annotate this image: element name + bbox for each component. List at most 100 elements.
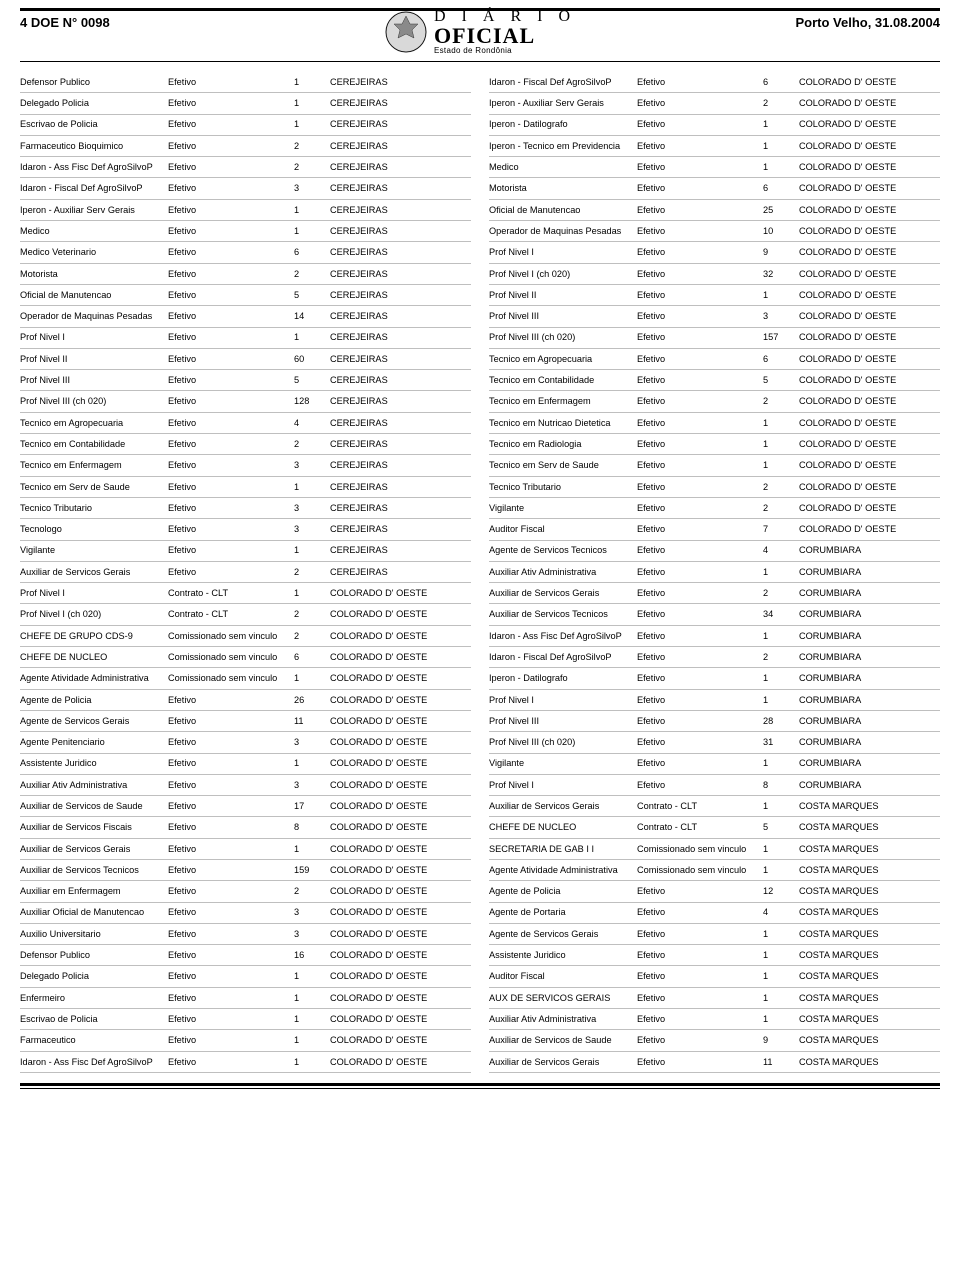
cell-cargo: Tecnico em Agropecuaria	[20, 418, 168, 430]
table-row: Agente de PoliciaEfetivo26COLORADO D' OE…	[20, 690, 471, 711]
cell-localidade: CORUMBIARA	[799, 737, 940, 749]
cell-vinculo: Efetivo	[168, 716, 294, 728]
cell-vinculo: Efetivo	[168, 482, 294, 494]
cell-cargo: Prof Nivel III (ch 020)	[489, 737, 637, 749]
cell-localidade: CEREJEIRAS	[330, 77, 471, 89]
cell-vinculo: Efetivo	[637, 524, 763, 536]
cell-vinculo: Efetivo	[637, 482, 763, 494]
table-row: EnfermeiroEfetivo1COLORADO D' OESTE	[20, 988, 471, 1009]
table-row: Agente de PortariaEfetivo4COSTA MARQUES	[489, 903, 940, 924]
cell-quantidade: 1	[294, 119, 330, 131]
table-row: Tecnico em AgropecuariaEfetivo4CEREJEIRA…	[20, 413, 471, 434]
cell-quantidade: 1	[763, 865, 799, 877]
table-row: Iperon - Tecnico em PrevidenciaEfetivo1C…	[489, 136, 940, 157]
table-row: Tecnico TributarioEfetivo2COLORADO D' OE…	[489, 477, 940, 498]
cell-localidade: COLORADO D' OESTE	[799, 311, 940, 323]
cell-vinculo: Efetivo	[637, 1057, 763, 1069]
cell-localidade: COLORADO D' OESTE	[799, 226, 940, 238]
cell-localidade: COLORADO D' OESTE	[799, 396, 940, 408]
cell-vinculo: Efetivo	[168, 183, 294, 195]
cell-cargo: Prof Nivel III (ch 020)	[489, 332, 637, 344]
table-row: Prof Nivel IIEfetivo1COLORADO D' OESTE	[489, 285, 940, 306]
cell-cargo: Farmaceutico	[20, 1035, 168, 1047]
cell-cargo: Agente de Servicos Gerais	[20, 716, 168, 728]
cell-localidade: COLORADO D' OESTE	[799, 332, 940, 344]
table-row: VigilanteEfetivo1CORUMBIARA	[489, 754, 940, 775]
table-row: Auxiliar de Servicos GeraisEfetivo2CORUM…	[489, 583, 940, 604]
cell-quantidade: 3	[294, 737, 330, 749]
cell-quantidade: 1	[763, 844, 799, 856]
table-row: Tecnico em Serv de SaudeEfetivo1COLORADO…	[489, 455, 940, 476]
table-row: Prof Nivel IIIEfetivo3COLORADO D' OESTE	[489, 306, 940, 327]
cell-localidade: COSTA MARQUES	[799, 844, 940, 856]
cell-quantidade: 9	[763, 1035, 799, 1047]
cell-cargo: CHEFE DE NUCLEO	[20, 652, 168, 664]
table-row: CHEFE DE NUCLEOComissionado sem vinculo6…	[20, 647, 471, 668]
cell-vinculo: Efetivo	[637, 119, 763, 131]
cell-quantidade: 12	[763, 886, 799, 898]
cell-vinculo: Efetivo	[637, 162, 763, 174]
table-row: Assistente JuridicoEfetivo1COSTA MARQUES	[489, 945, 940, 966]
cell-vinculo: Efetivo	[637, 886, 763, 898]
cell-localidade: COSTA MARQUES	[799, 1035, 940, 1047]
cell-cargo: Escrivao de Policia	[20, 1014, 168, 1026]
cell-quantidade: 128	[294, 396, 330, 408]
cell-localidade: CORUMBIARA	[799, 758, 940, 770]
cell-quantidade: 1	[294, 226, 330, 238]
cell-localidade: CEREJEIRAS	[330, 205, 471, 217]
masthead-subtitle: Estado de Rondônia	[434, 47, 576, 55]
masthead-line2: OFICIAL	[434, 25, 576, 47]
cell-localidade: CEREJEIRAS	[330, 269, 471, 281]
cell-vinculo: Efetivo	[637, 98, 763, 110]
table-row: Delegado PoliciaEfetivo1COLORADO D' OEST…	[20, 966, 471, 987]
cell-localidade: CEREJEIRAS	[330, 503, 471, 515]
cell-quantidade: 1	[294, 482, 330, 494]
cell-vinculo: Efetivo	[168, 247, 294, 259]
cell-vinculo: Efetivo	[168, 524, 294, 536]
cell-localidade: COLORADO D' OESTE	[330, 1035, 471, 1047]
cell-localidade: COLORADO D' OESTE	[330, 737, 471, 749]
cell-quantidade: 7	[763, 524, 799, 536]
cell-localidade: CEREJEIRAS	[330, 418, 471, 430]
cell-vinculo: Efetivo	[637, 439, 763, 451]
cell-cargo: Agente de Servicos Tecnicos	[489, 545, 637, 557]
cell-localidade: CEREJEIRAS	[330, 396, 471, 408]
cell-localidade: COLORADO D' OESTE	[799, 98, 940, 110]
cell-localidade: CORUMBIARA	[799, 695, 940, 707]
cell-cargo: Auxiliar Oficial de Manutencao	[20, 907, 168, 919]
cell-cargo: Tecnico em Enfermagem	[20, 460, 168, 472]
cell-cargo: Prof Nivel III	[489, 311, 637, 323]
cell-localidade: COLORADO D' OESTE	[330, 631, 471, 643]
content-columns: Defensor PublicoEfetivo1CEREJEIRASDelega…	[20, 72, 940, 1073]
cell-localidade: CEREJEIRAS	[330, 183, 471, 195]
table-row: Auxiliar de Servicos de SaudeEfetivo17CO…	[20, 796, 471, 817]
cell-vinculo: Efetivo	[168, 801, 294, 813]
table-row: Prof Nivel IEfetivo1CORUMBIARA	[489, 690, 940, 711]
cell-vinculo: Efetivo	[637, 652, 763, 664]
cell-quantidade: 6	[763, 77, 799, 89]
cell-cargo: Prof Nivel I	[20, 332, 168, 344]
cell-localidade: CORUMBIARA	[799, 652, 940, 664]
cell-quantidade: 32	[763, 269, 799, 281]
cell-cargo: Iperon - Auxiliar Serv Gerais	[489, 98, 637, 110]
table-row: Idaron - Fiscal Def AgroSilvoPEfetivo3CE…	[20, 178, 471, 199]
cell-quantidade: 4	[294, 418, 330, 430]
cell-vinculo: Efetivo	[168, 269, 294, 281]
cell-cargo: Idaron - Ass Fisc Def AgroSilvoP	[489, 631, 637, 643]
cell-quantidade: 1	[763, 119, 799, 131]
cell-quantidade: 2	[294, 162, 330, 174]
cell-cargo: CHEFE DE NUCLEO	[489, 822, 637, 834]
cell-cargo: Iperon - Datilografo	[489, 673, 637, 685]
cell-cargo: Tecnico Tributario	[489, 482, 637, 494]
table-row: Assistente JuridicoEfetivo1COLORADO D' O…	[20, 754, 471, 775]
cell-quantidade: 1	[294, 332, 330, 344]
table-row: Tecnico TributarioEfetivo3CEREJEIRAS	[20, 498, 471, 519]
cell-quantidade: 5	[294, 290, 330, 302]
cell-localidade: CEREJEIRAS	[330, 354, 471, 366]
cell-quantidade: 2	[294, 269, 330, 281]
table-row: Agente de Servicos TecnicosEfetivo4CORUM…	[489, 541, 940, 562]
cell-cargo: Prof Nivel I	[489, 780, 637, 792]
table-row: Oficial de ManutencaoEfetivo25COLORADO D…	[489, 200, 940, 221]
cell-vinculo: Contrato - CLT	[168, 588, 294, 600]
cell-localidade: CORUMBIARA	[799, 631, 940, 643]
